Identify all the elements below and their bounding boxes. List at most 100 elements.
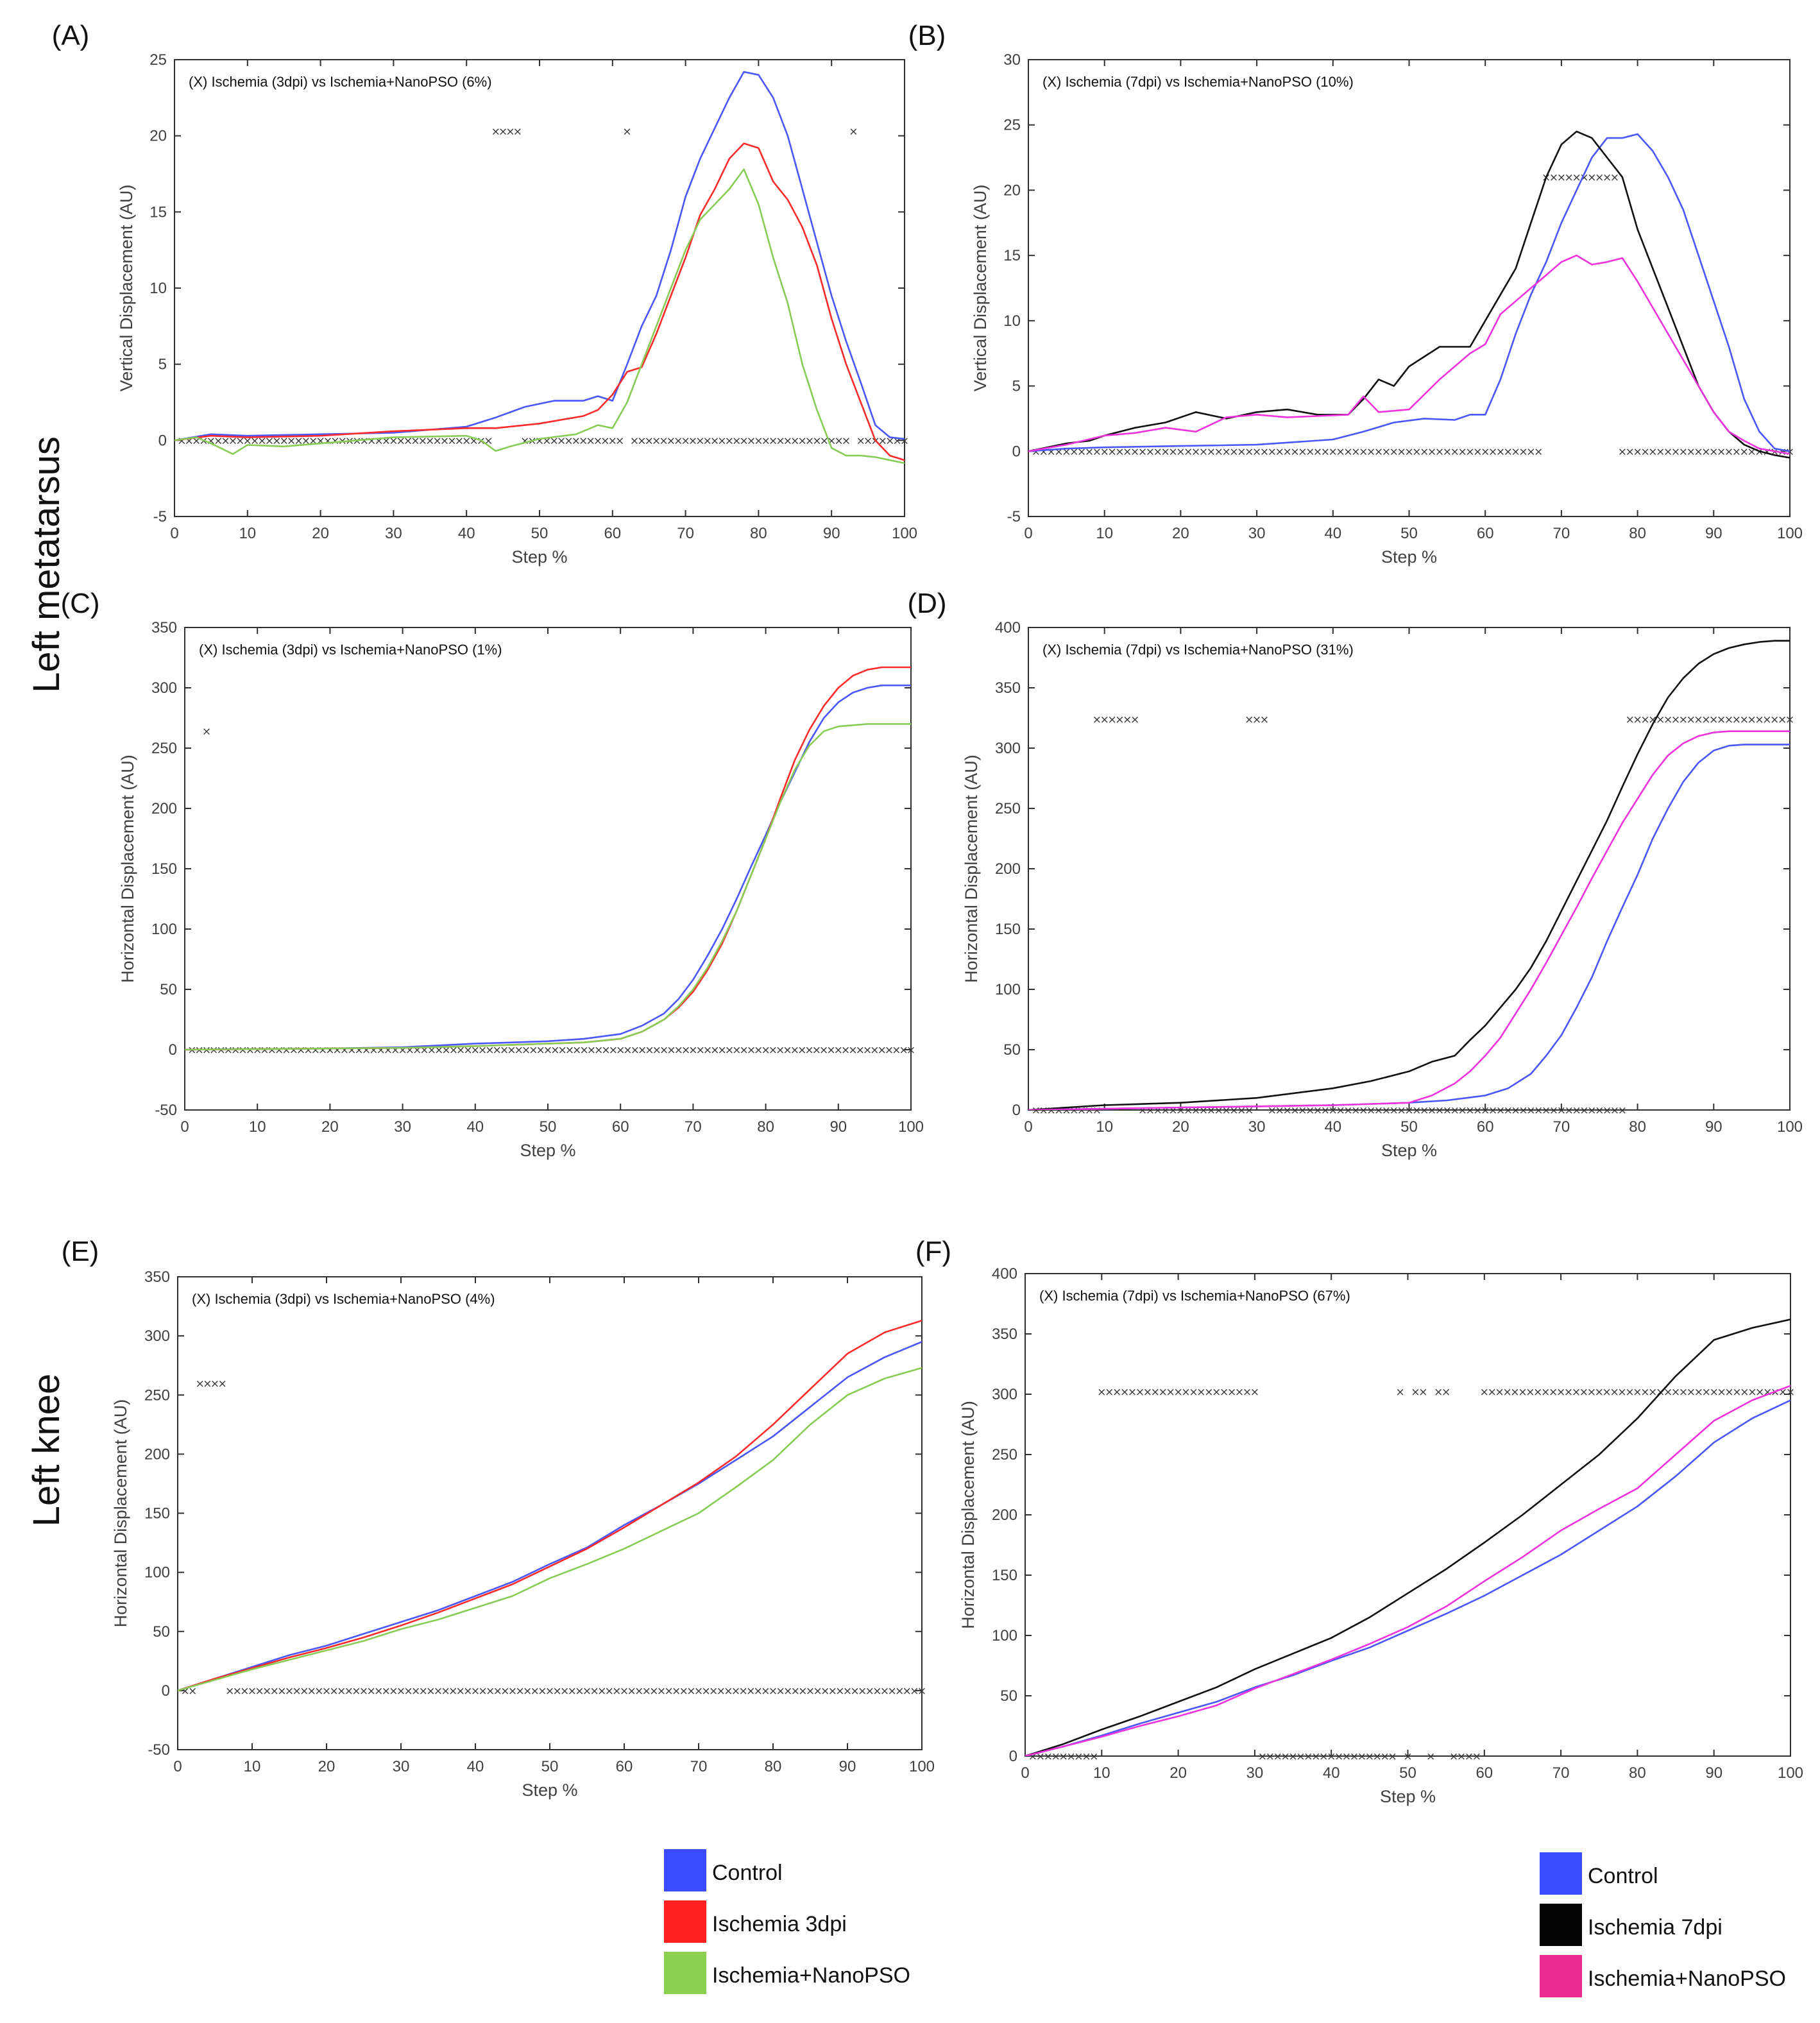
series-line-ischemia-7dpi [1028,130,1790,459]
significance-marker: × [1100,713,1109,726]
x-tick-label: 60 [604,525,621,542]
x-axis-label: Step % [1381,547,1437,567]
significance-marker: × [221,434,230,447]
significance-marker: × [1786,1386,1795,1399]
significance-marker: × [1390,1104,1399,1117]
series-line-ischemia-3dpi [174,142,905,461]
significance-marker: × [1587,171,1596,184]
significance-marker: × [1390,445,1399,458]
y-tick-label: 350 [992,1326,1017,1343]
significance-marker: × [1235,1386,1244,1399]
significance-marker: × [819,1044,828,1057]
significance-marker: × [872,1685,881,1698]
significance-marker: × [1617,1386,1626,1399]
significance-marker: × [1107,445,1116,458]
significance-marker: × [485,1044,494,1057]
y-tick-label: 350 [151,619,177,636]
significance-marker: × [1488,1386,1497,1399]
y-tick-label: 50 [153,1623,170,1641]
plot-frame [1025,1273,1791,1757]
significance-marker: × [1397,445,1406,458]
plot-frame [177,1276,923,1750]
significance-marker: × [1785,713,1794,726]
x-tick-label: 40 [466,1118,484,1136]
significance-marker: × [583,1685,591,1698]
significance-marker: × [1663,1386,1672,1399]
significance-marker: × [681,434,690,447]
significance-marker: × [564,434,573,447]
significance-marker: × [300,1685,309,1698]
significance-marker: × [1785,445,1794,458]
legend-7dpi: Control Ischemia 7dpi Ischemia+NanoPSO [1540,1852,1786,1997]
significance-marker: × [1373,1750,1382,1763]
x-tick-label: 90 [839,1758,856,1775]
y-tick-label: 50 [160,981,177,998]
significance-marker: × [674,434,683,447]
significance-marker: × [1565,1104,1574,1117]
significance-marker: × [667,1044,676,1057]
y-tick-label: 200 [992,1507,1017,1524]
significance-marker: × [1336,1104,1345,1117]
significance-marker: × [265,434,274,447]
y-tick-label: 20 [1003,182,1021,199]
significance-marker: × [1046,445,1055,458]
significance-marker: × [1329,1104,1338,1117]
significance-marker: × [1732,713,1741,726]
x-tick-label: 40 [1324,525,1341,542]
significance-marker: × [1305,1104,1314,1117]
significance-marker: × [1495,1386,1504,1399]
significance-marker: × [1044,1750,1053,1763]
significance-marker: × [1770,713,1779,726]
significance-marker: × [878,434,887,447]
y-tick-label: 350 [995,679,1021,697]
significance-marker: × [761,1685,770,1698]
significance-marker: × [1457,1750,1466,1763]
significance-marker: × [1449,1750,1458,1763]
significance-marker: × [804,1044,813,1057]
significance-marker: × [1740,445,1749,458]
significance-marker: × [1382,1104,1391,1117]
significance-marker: × [586,434,595,447]
x-tick-label: 30 [1246,1764,1264,1782]
significance-marker: × [1610,171,1619,184]
significance-marker: × [411,1685,420,1698]
significance-marker: × [1305,445,1314,458]
significance-marker: × [233,1685,242,1698]
significance-marker: × [575,1685,584,1698]
significance-marker: × [396,1685,405,1698]
significance-marker: × [419,1685,428,1698]
significance-marker: × [1181,1386,1190,1399]
significance-marker: × [1412,445,1421,458]
significance-marker: × [645,434,654,447]
significance-marker: × [1427,445,1436,458]
y-tick-label: 15 [1003,247,1021,264]
significance-marker: × [463,1685,472,1698]
significance-marker: × [1275,1104,1284,1117]
significance-marker: × [1778,713,1787,726]
significance-marker: × [1626,445,1635,458]
significance-marker: × [1420,1104,1429,1117]
significance-marker: × [209,1044,218,1057]
legend-label-control-7: Control [1588,1864,1658,1888]
significance-marker: × [1595,1386,1604,1399]
panel-f: (F) 0 10 20 30 40 50 60 70 80 90 100 0 50 100 150 200 250… [915,1236,1803,1806]
significance-marker: × [478,1044,487,1057]
y-tick-label: 100 [995,981,1021,998]
x-tick-label: 0 [173,1758,182,1775]
significance-marker: × [594,1044,603,1057]
x-tick-label: 70 [1553,525,1570,542]
significance-marker: × [895,1685,904,1698]
significance-marker: × [491,126,500,139]
x-tick-label: 0 [1021,1764,1029,1782]
significance-marker: × [1472,1750,1481,1763]
significance-marker: × [1496,1104,1505,1117]
significance-marker: × [761,1044,770,1057]
significance-marker: × [418,434,427,447]
significance-marker: × [500,1044,509,1057]
significance-marker: × [1359,445,1368,458]
significance-marker: × [311,1044,320,1057]
significance-marker: × [217,1378,226,1390]
significance-marker: × [1085,1104,1094,1117]
significance-marker: × [1510,1386,1519,1399]
significance-marker: × [887,1685,896,1698]
